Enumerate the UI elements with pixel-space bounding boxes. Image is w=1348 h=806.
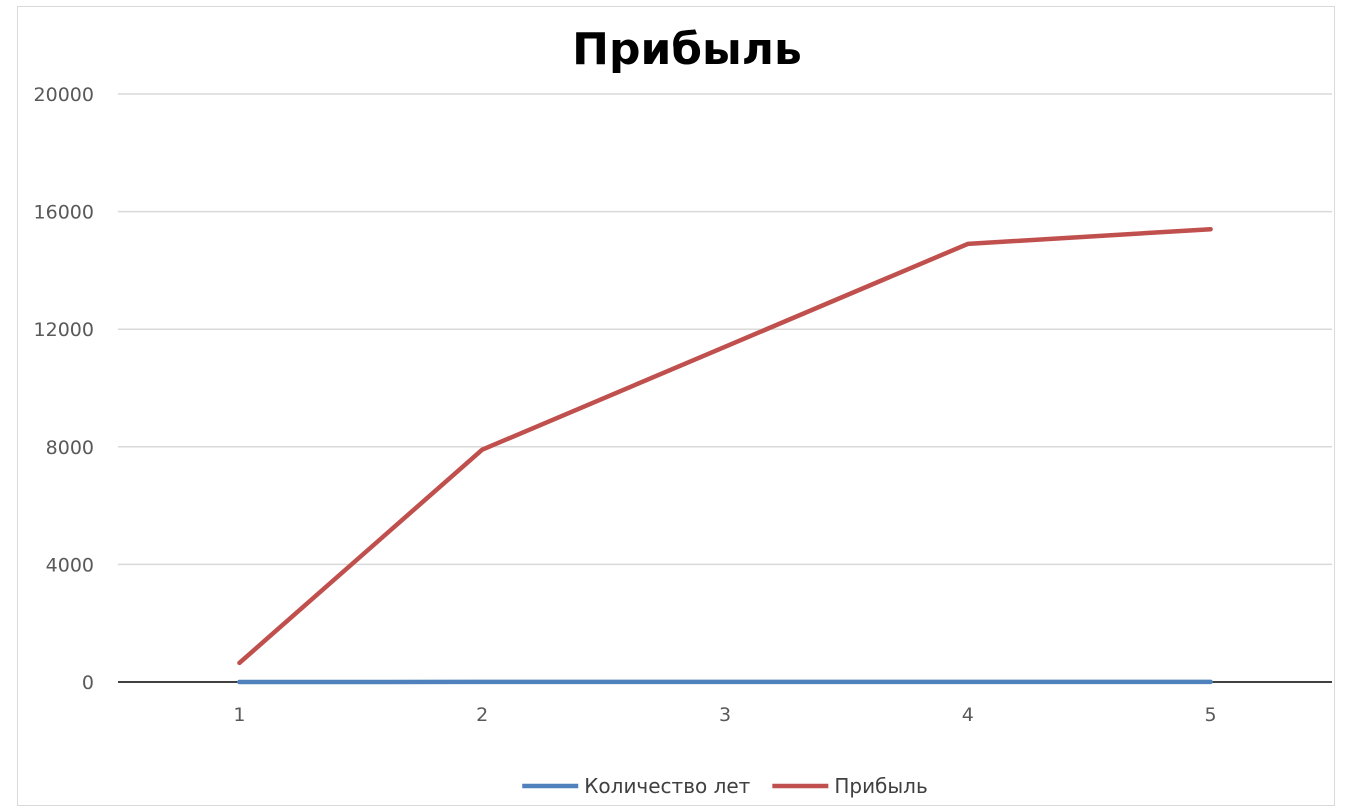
legend-label: Прибыль [834,774,927,798]
gridlines [118,94,1332,564]
legend-label: Количество лет [584,774,750,798]
chart-title: Прибыль [572,24,802,75]
series-lines [239,229,1210,682]
axes: 0 4000 8000 12000 16000 20000 1 2 3 4 5 [34,84,1332,726]
x-tick-label: 5 [1205,704,1217,726]
x-tick-label: 2 [476,704,488,726]
y-tick-label: 12000 [34,319,94,341]
y-tick-label: 0 [82,672,94,694]
x-tick-label: 4 [962,704,974,726]
y-tick-label: 20000 [34,84,94,106]
x-tick-label: 3 [719,704,731,726]
y-tick-label: 8000 [46,437,94,459]
y-tick-label: 16000 [34,202,94,224]
x-tick-label: 1 [233,704,245,726]
legend: Количество лет Прибыль [522,774,928,798]
y-tick-label: 4000 [46,554,94,576]
